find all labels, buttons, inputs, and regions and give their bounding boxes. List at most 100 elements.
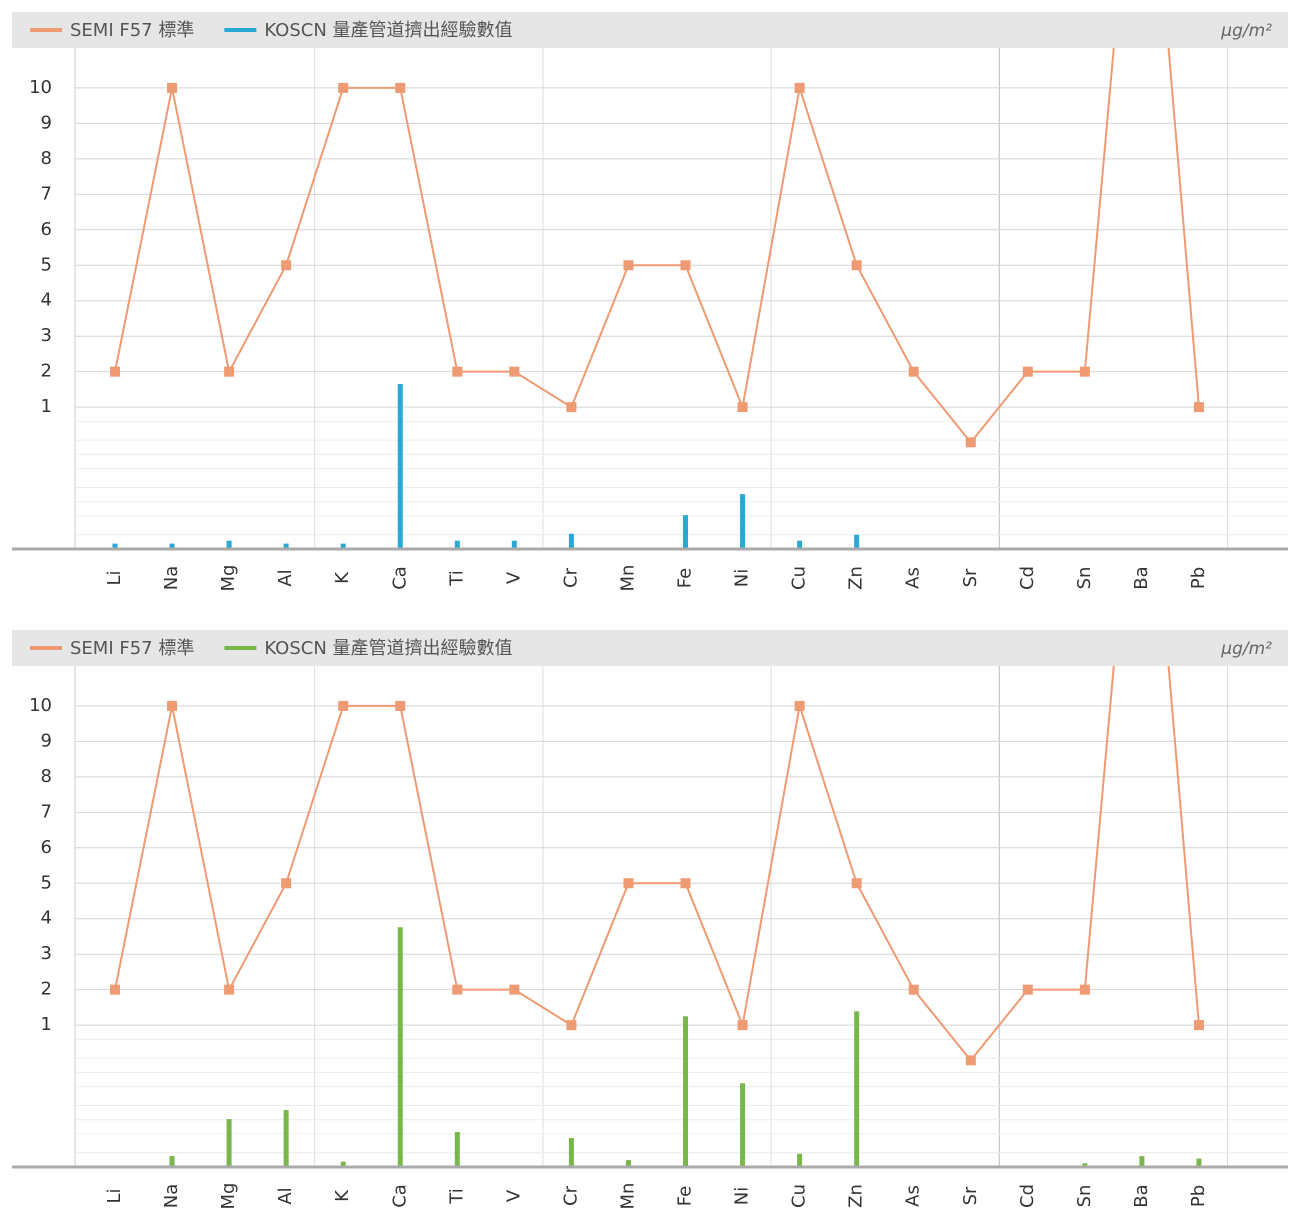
y-tick-label: 3	[41, 325, 52, 346]
y-tick-label: 5	[41, 872, 52, 893]
y-tick-label: 2	[41, 979, 52, 1000]
marker	[452, 366, 463, 377]
bar	[1082, 1163, 1088, 1167]
marker	[395, 82, 406, 93]
x-tick-label: Li	[104, 570, 125, 585]
legend-bar	[12, 12, 1288, 48]
bar	[283, 543, 289, 549]
marker	[110, 984, 120, 995]
y-tick-label: 6	[41, 837, 52, 858]
legend-label: KOSCN 量產管道擠出經驗數值	[264, 20, 512, 41]
marker	[908, 366, 919, 377]
marker	[737, 1020, 748, 1031]
marker	[395, 700, 406, 711]
x-tick-label: Cu	[789, 1184, 810, 1208]
marker	[338, 700, 349, 711]
x-tick-label: Ba	[1131, 1184, 1152, 1207]
unit-label: μg/m²	[1220, 639, 1272, 659]
bar	[226, 1119, 232, 1167]
marker	[794, 700, 805, 711]
y-tick-label: 6	[41, 219, 52, 240]
bar	[683, 1016, 688, 1167]
y-tick-label: 10	[29, 695, 52, 716]
marker	[908, 984, 919, 995]
marker	[509, 366, 520, 377]
marker	[167, 82, 178, 93]
bar	[454, 540, 460, 549]
marker	[224, 366, 235, 377]
y-tick-label: 8	[41, 766, 52, 787]
x-tick-label: V	[503, 571, 524, 584]
bar	[568, 1138, 574, 1167]
line	[114, 48, 1200, 444]
marker	[623, 260, 634, 271]
marker	[1079, 984, 1090, 995]
marker	[1022, 366, 1033, 377]
x-tick-label: Fe	[675, 1186, 696, 1206]
chart: SEMI F57 標準 KOSCN 量產管道擠出經驗數值 μg/m² 1 2 3 4 5 6 7 8…	[12, 630, 1288, 1210]
x-tick-label: Ni	[732, 569, 753, 587]
marker	[851, 878, 862, 889]
bar	[397, 384, 403, 549]
bar	[112, 543, 118, 549]
y-tick-label: 3	[41, 943, 52, 964]
x-tick-label: Zn	[846, 1184, 867, 1208]
y-tick-label: 7	[41, 183, 52, 204]
x-tick-label: Ti	[446, 570, 467, 586]
bar	[340, 1161, 346, 1167]
y-tick-label: 1	[41, 1014, 52, 1035]
x-tick-label: V	[503, 1189, 524, 1202]
bar	[568, 533, 574, 549]
x-tick-label: Pb	[1188, 567, 1209, 589]
x-tick-label: Mg	[218, 565, 239, 592]
marker	[281, 878, 292, 889]
marker	[509, 984, 520, 995]
marker	[965, 1055, 976, 1066]
x-tick-label: Al	[275, 1187, 296, 1204]
y-tick-label: 4	[41, 290, 52, 311]
bar	[625, 1160, 631, 1167]
bar	[397, 927, 403, 1167]
marker	[452, 984, 463, 995]
y-tick-label: 9	[41, 730, 52, 751]
x-tick-label: Ca	[389, 1184, 410, 1208]
legend-label: KOSCN 量產管道擠出經驗數值	[264, 638, 512, 659]
plot	[110, 48, 1204, 549]
bar	[511, 540, 517, 549]
marker	[851, 260, 862, 271]
x-tick-label: Zn	[846, 566, 867, 590]
y-tick-label: 8	[41, 148, 52, 169]
marker	[224, 984, 235, 995]
marker	[281, 260, 292, 271]
y-tick-label: 2	[41, 361, 52, 382]
marker	[1193, 402, 1204, 413]
marker	[1079, 366, 1090, 377]
x-tick-label: Mn	[617, 1183, 638, 1210]
bar	[797, 1153, 803, 1167]
x-tick-label: Na	[161, 1184, 182, 1209]
marker	[110, 366, 120, 377]
bar	[169, 543, 175, 549]
marker	[623, 878, 634, 889]
x-tick-label: Cd	[1017, 566, 1038, 590]
x-tick-label: Ti	[446, 1188, 467, 1204]
y-tick-label: 9	[41, 112, 52, 133]
chart: SEMI F57 標準 KOSCN 量產管道擠出經驗數值 μg/m² 1 2 3 4 5 6 7 8…	[12, 12, 1288, 592]
x-tick-label: Li	[104, 1188, 125, 1203]
unit-label: μg/m²	[1220, 21, 1272, 41]
bar	[340, 543, 346, 549]
bar	[454, 1131, 460, 1167]
marker	[737, 402, 748, 413]
x-tick-label: Ca	[389, 566, 410, 590]
x-tick-label: Mn	[617, 565, 638, 592]
legend-label: SEMI F57 標準	[70, 20, 194, 41]
marker	[1193, 1020, 1204, 1031]
bar	[169, 1156, 175, 1167]
legend-label: SEMI F57 標準	[70, 638, 194, 659]
x-tick-label: Cu	[789, 566, 810, 590]
bar	[1196, 1158, 1202, 1167]
x-tick-label: Pb	[1188, 1185, 1209, 1207]
bar	[740, 494, 746, 549]
x-tick-label: K	[332, 571, 353, 584]
y-tick-label: 5	[41, 254, 52, 275]
